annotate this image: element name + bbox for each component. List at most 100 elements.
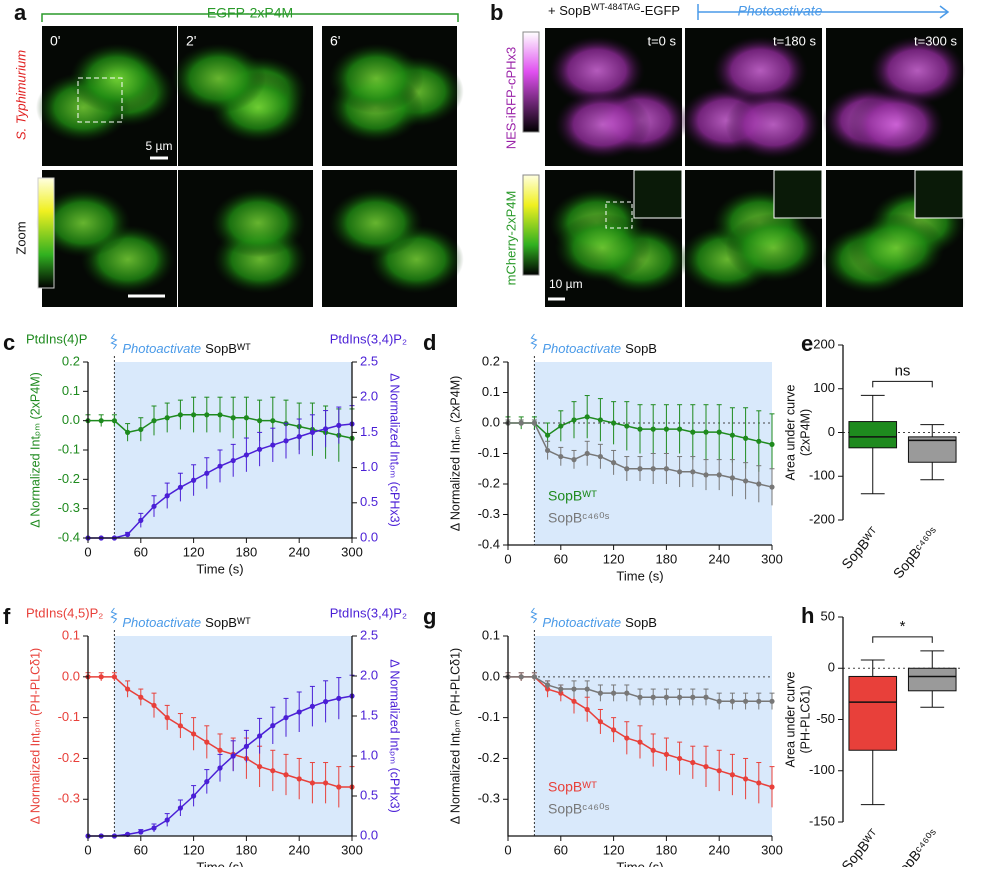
cell: [69, 43, 165, 114]
data-point: [230, 457, 236, 464]
x-tick-label: 300: [341, 842, 363, 857]
data-point: [531, 420, 538, 426]
data-point: [624, 690, 630, 696]
data-point: [716, 768, 722, 774]
data-point: [769, 484, 775, 490]
data-point: [191, 412, 197, 418]
data-point: [177, 805, 183, 811]
y-axis-label: Δ Normalized Intₚₘ (PH-PLCδ1): [448, 648, 462, 824]
data-point: [756, 438, 762, 444]
y-tick-label: -100: [809, 762, 835, 777]
y-tick-label: -150: [809, 813, 835, 828]
y2-tick-label: 2.0: [360, 667, 378, 682]
data-point: [650, 426, 656, 432]
panel-label: b: [490, 0, 503, 25]
data-point: [584, 686, 590, 692]
x-tick-label: 300: [761, 842, 783, 857]
y-tick-label: 0.0: [482, 414, 500, 429]
data-point: [164, 817, 170, 823]
x-axis-label: Time (s): [616, 859, 663, 867]
time-label: t=0 s: [647, 33, 676, 48]
data-point: [690, 429, 696, 435]
x-tick-label: SopBᵂᵀ: [838, 826, 882, 867]
construct-label: EGFP-2xP4M: [207, 5, 293, 21]
data-point: [243, 415, 249, 421]
y-tick-label: 0.1: [62, 383, 80, 398]
data-point: [518, 674, 524, 680]
y-tick-label: -0.3: [58, 791, 80, 806]
y2-tick-label: 0.0: [360, 529, 378, 544]
photoactivate-word: Photoactivate: [122, 615, 201, 630]
x-tick-label: 0: [504, 842, 511, 857]
cell: [35, 188, 131, 258]
data-point: [624, 735, 630, 741]
data-point: [270, 442, 276, 448]
data-point: [164, 715, 170, 721]
data-point: [650, 694, 656, 700]
data-point: [138, 694, 144, 700]
data-point: [729, 698, 736, 704]
cell: [848, 90, 945, 160]
legend-entry: SopBᵂᵀ: [548, 779, 597, 795]
cell: [549, 36, 645, 106]
data-point: [151, 418, 157, 424]
data-point: [323, 780, 329, 786]
y-tick-label: -0.4: [58, 529, 80, 544]
y2-tick-label: 1.5: [360, 424, 378, 439]
y-tick-label: 0.1: [482, 627, 500, 642]
y-tick-label: 200: [813, 336, 835, 351]
data-point: [151, 825, 157, 831]
cell: [725, 213, 822, 283]
data-point: [756, 780, 762, 786]
x-axis-label: Time (s): [196, 859, 243, 867]
data-point: [545, 686, 551, 692]
x-tick-label: 120: [183, 842, 205, 857]
data-point: [584, 450, 590, 457]
data-point: [204, 470, 210, 476]
panel-label: h: [801, 603, 814, 628]
data-point: [296, 709, 302, 715]
x-tick-label: 0: [504, 551, 511, 566]
x-tick-label: 120: [603, 551, 625, 566]
colorbar: [37, 177, 55, 289]
data-point: [769, 698, 775, 704]
data-point: [204, 779, 210, 785]
data-point: [624, 466, 630, 472]
y-axis-label: Area under curve: [783, 672, 797, 768]
data-point: [571, 698, 577, 704]
x-tick-label: 300: [761, 551, 783, 566]
data-point: [650, 466, 656, 472]
data-point: [191, 731, 197, 737]
row-label: mCherry-2xP4M: [503, 191, 518, 286]
x-tick-label: 240: [708, 842, 730, 857]
data-point: [257, 764, 263, 770]
time-label: 2': [186, 33, 196, 49]
cell: [554, 90, 651, 160]
y-tick-label: -0.1: [478, 445, 500, 460]
data-point: [637, 426, 643, 432]
lightning-icon: [110, 333, 118, 350]
y-tick-label: 0.0: [62, 412, 80, 427]
data-point: [125, 686, 131, 692]
data-point: [111, 418, 117, 424]
inset: [633, 169, 683, 219]
y-axis-label: Area under curve: [783, 385, 797, 481]
y-tick-label: 100: [813, 380, 835, 395]
data-point: [270, 768, 276, 774]
data-point: [611, 727, 617, 733]
y-tick-label: -0.3: [478, 506, 500, 521]
row-label: Zoom: [13, 221, 28, 254]
data-point: [545, 447, 551, 454]
cell: [328, 188, 423, 258]
time-label: 6': [330, 33, 340, 49]
x-axis-label: Time (s): [196, 561, 243, 576]
data-point: [336, 695, 342, 702]
data-point: [531, 674, 538, 680]
data-point: [637, 466, 643, 472]
x-tick-label: 0: [84, 842, 91, 857]
zoom-box: [77, 77, 123, 123]
data-point: [98, 674, 104, 680]
data-point: [230, 753, 236, 759]
cell: [725, 90, 822, 160]
construct-sup: WT-484TAG: [591, 2, 640, 12]
